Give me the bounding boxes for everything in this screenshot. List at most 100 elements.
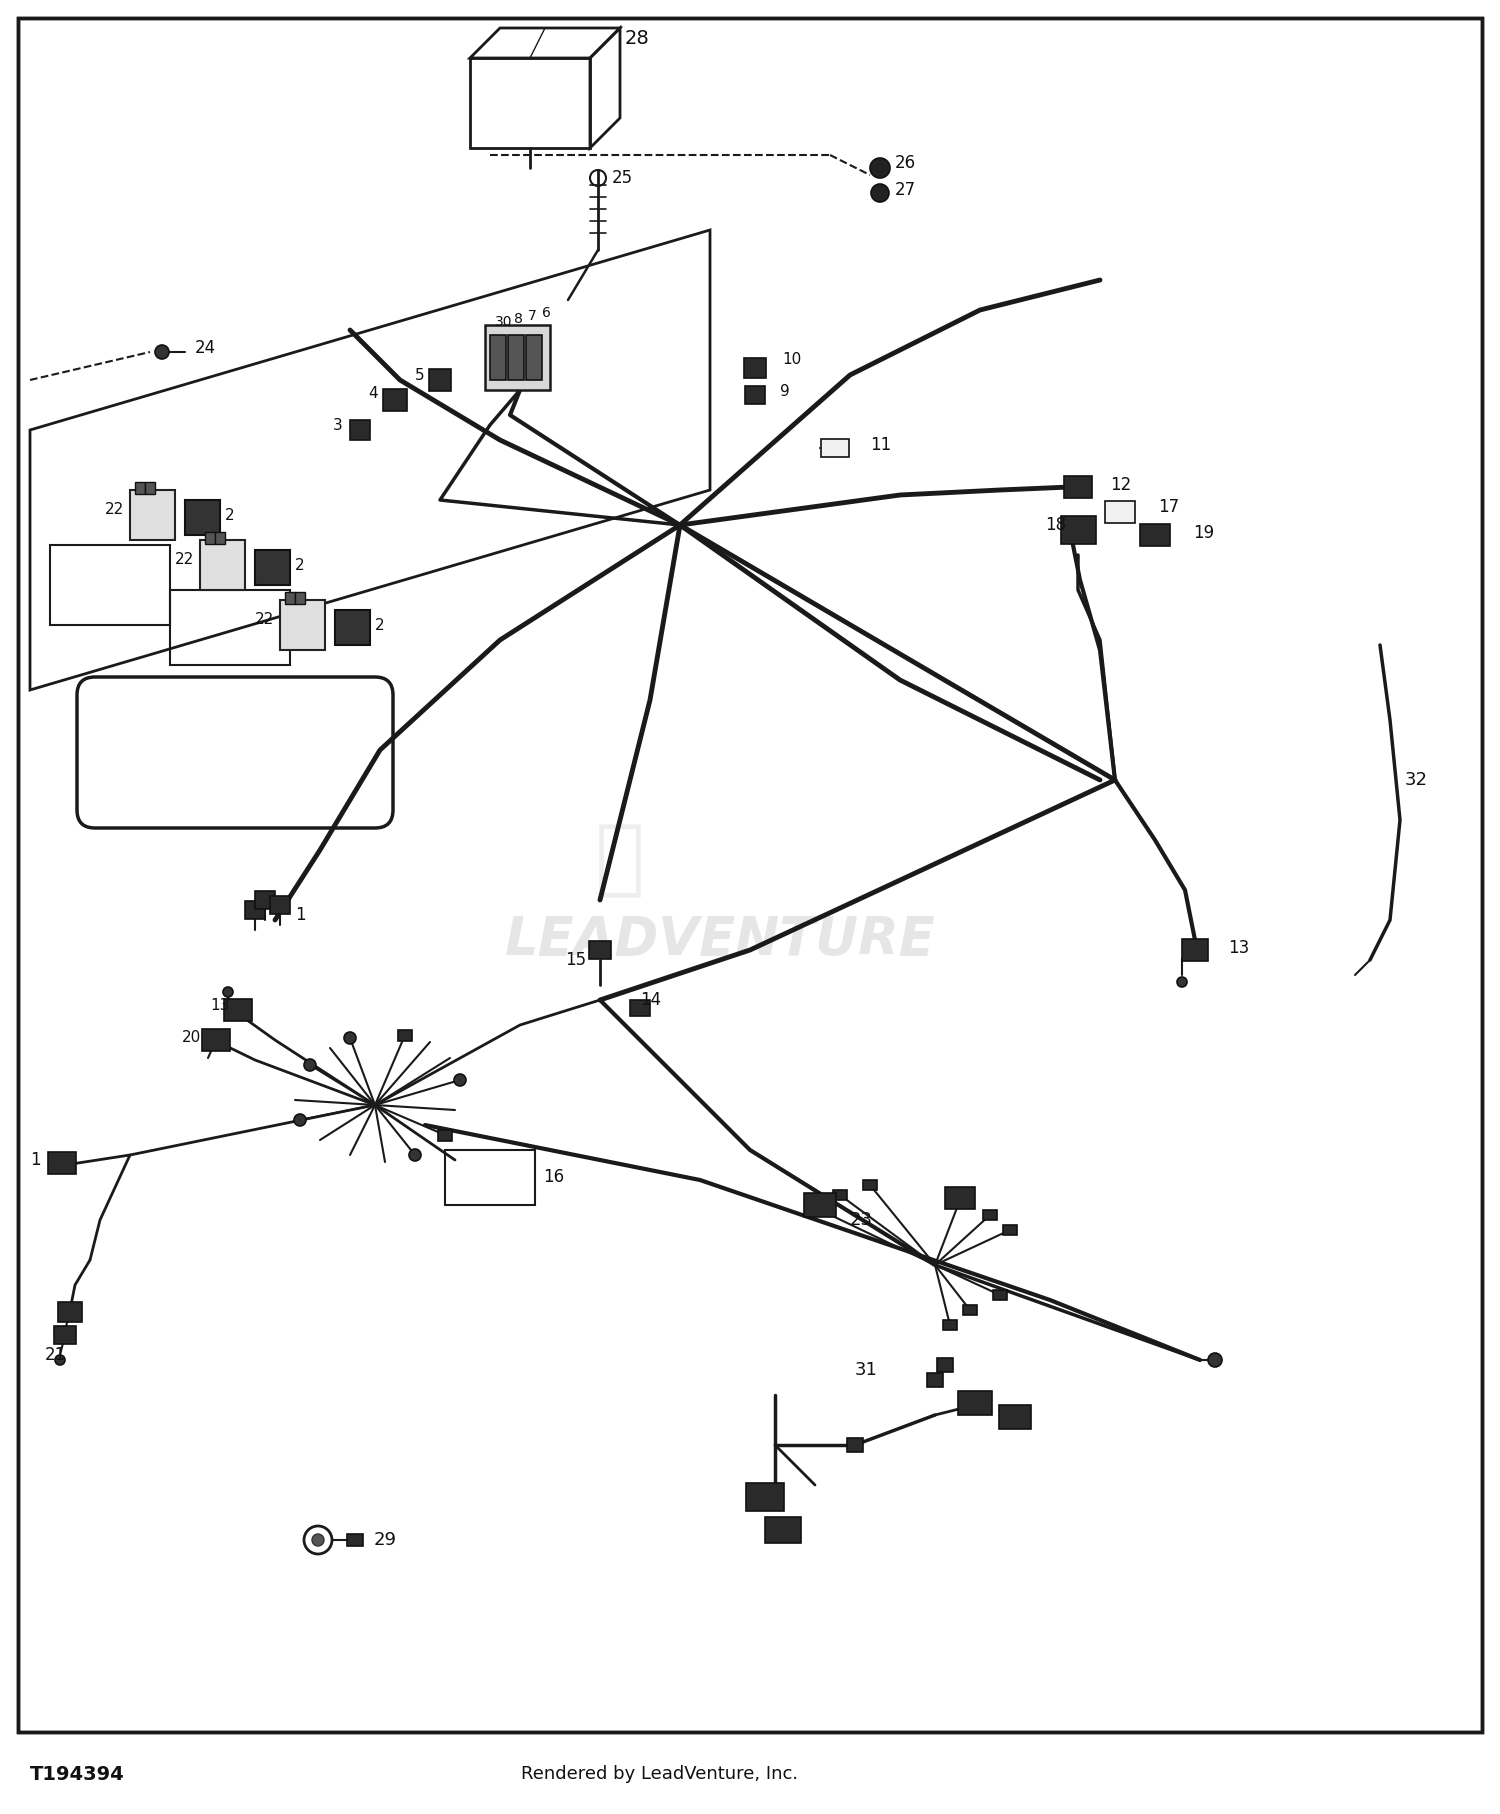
Bar [746, 1484, 784, 1511]
Bar [804, 1194, 836, 1217]
Text: LEADVENTURE: LEADVENTURE [504, 914, 936, 967]
Bar [590, 941, 610, 960]
Bar [1182, 940, 1208, 961]
Text: 11: 11 [870, 435, 891, 454]
Text: 2: 2 [225, 508, 234, 522]
Bar [346, 1535, 363, 1546]
Bar [847, 1439, 862, 1451]
Bar [509, 336, 524, 379]
Bar [214, 532, 225, 544]
Bar [744, 357, 766, 377]
Circle shape [344, 1032, 355, 1045]
Bar [202, 1029, 229, 1050]
Text: 22: 22 [176, 553, 195, 568]
Bar [490, 336, 506, 379]
Bar [296, 591, 304, 604]
Bar [999, 1406, 1030, 1429]
Text: 9: 9 [780, 385, 789, 399]
Bar [993, 1290, 1006, 1301]
Bar [958, 1391, 992, 1415]
Bar [244, 902, 266, 920]
Bar [927, 1373, 944, 1388]
Text: 13: 13 [210, 998, 230, 1012]
Bar [224, 1000, 252, 1021]
Bar [1060, 515, 1095, 544]
Bar [484, 325, 550, 390]
Bar [821, 439, 849, 457]
Bar [48, 1152, 76, 1174]
Bar [255, 550, 290, 584]
Circle shape [56, 1355, 64, 1364]
Text: 26: 26 [896, 154, 916, 172]
Text: 27: 27 [896, 181, 916, 200]
Text: Rendered by LeadVenture, Inc.: Rendered by LeadVenture, Inc. [522, 1765, 798, 1783]
Text: 15: 15 [566, 951, 586, 969]
Text: 10: 10 [782, 352, 801, 368]
Text: 16: 16 [543, 1168, 564, 1186]
Text: 2: 2 [296, 557, 304, 573]
Circle shape [1178, 978, 1186, 987]
Bar [58, 1302, 82, 1322]
Bar [765, 1517, 801, 1544]
Text: 19: 19 [1192, 524, 1214, 542]
Bar [184, 501, 220, 535]
Bar [982, 1210, 998, 1221]
Bar [833, 1190, 848, 1201]
Bar [285, 591, 296, 604]
Text: 28: 28 [626, 29, 650, 47]
Circle shape [294, 1114, 306, 1126]
Bar [438, 1130, 452, 1141]
Circle shape [871, 183, 889, 201]
Bar [1004, 1224, 1017, 1235]
Text: 8: 8 [514, 312, 523, 327]
Bar [862, 1179, 877, 1190]
Bar [813, 1204, 826, 1215]
Text: 30: 30 [495, 316, 513, 328]
Bar [255, 891, 274, 909]
Text: 17: 17 [1158, 499, 1179, 515]
Bar [945, 1186, 975, 1208]
Text: 6: 6 [542, 307, 550, 319]
Circle shape [304, 1059, 316, 1070]
Text: 7: 7 [528, 308, 537, 323]
Text: 4: 4 [368, 386, 378, 401]
Bar [200, 541, 244, 590]
Text: 21: 21 [45, 1346, 66, 1364]
Bar [50, 544, 170, 626]
Circle shape [1208, 1353, 1222, 1368]
Circle shape [224, 987, 232, 998]
Text: 14: 14 [640, 990, 662, 1009]
Text: 12: 12 [1110, 475, 1131, 493]
Bar [350, 421, 370, 441]
Text: 1: 1 [30, 1152, 40, 1168]
Circle shape [154, 345, 170, 359]
Bar [334, 610, 370, 646]
Bar [170, 590, 290, 666]
Text: 5: 5 [416, 368, 424, 383]
Text: 🔥: 🔥 [596, 820, 645, 900]
Bar [630, 1000, 650, 1016]
Bar [54, 1326, 76, 1344]
Bar [526, 336, 542, 379]
Bar [135, 483, 146, 493]
Bar [270, 896, 290, 914]
Bar [952, 1195, 968, 1204]
Text: T194394: T194394 [30, 1765, 124, 1783]
Text: 29: 29 [374, 1531, 398, 1549]
Circle shape [870, 158, 889, 178]
Bar [206, 532, 214, 544]
Text: 32: 32 [1406, 771, 1428, 789]
Text: 13: 13 [1228, 940, 1250, 958]
Bar [1140, 524, 1170, 546]
Bar [746, 386, 765, 405]
Bar [382, 388, 406, 412]
Text: 22: 22 [255, 613, 274, 628]
Bar [146, 483, 154, 493]
Text: 1: 1 [296, 905, 306, 923]
Bar [470, 58, 590, 149]
Circle shape [454, 1074, 466, 1087]
Text: 25: 25 [612, 169, 633, 187]
Bar [398, 1030, 412, 1041]
Bar [429, 368, 451, 392]
Bar [1064, 475, 1092, 499]
